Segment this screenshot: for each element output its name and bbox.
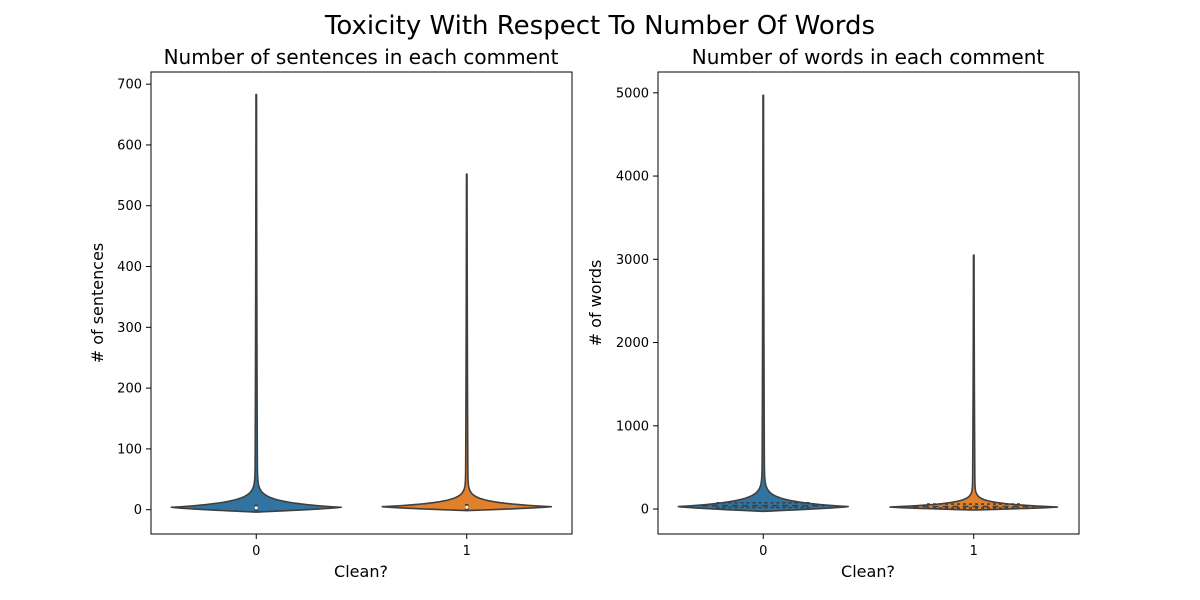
y-tick-label: 100	[117, 442, 142, 457]
x-tick-label: 1	[463, 544, 471, 559]
figure-title: Toxicity With Respect To Number Of Words	[324, 11, 875, 41]
y-tick-label: 0	[641, 503, 649, 518]
y-tick-label: 300	[117, 321, 142, 336]
violin-words-clean-0	[677, 94, 849, 513]
panel-title-sentences: Number of sentences in each comment	[164, 45, 559, 69]
violin-median-sentences-clean-0	[254, 506, 258, 510]
violin-sentences-clean-0	[170, 93, 343, 513]
y-tick-label: 700	[117, 78, 142, 93]
panel-sentences: Number of sentences in each comment Clea…	[88, 45, 573, 581]
violin-sentences-clean-1	[381, 173, 553, 512]
y-tick-label: 1000	[616, 419, 649, 434]
axes-frame-words	[657, 71, 1080, 535]
y-tick-label: 3000	[616, 253, 649, 268]
y-tick-label: 600	[117, 138, 142, 153]
y-tick-label: 4000	[616, 170, 649, 185]
y-tick-label: 5000	[616, 86, 649, 101]
x-axis-label-sentences: Clean?	[334, 562, 388, 581]
plot-area-sentences: 0 100 200 300 400 500 600 700 0 1	[117, 71, 573, 559]
y-axis-label-words: # of words	[586, 260, 605, 347]
violin-words-clean-1	[889, 254, 1059, 511]
plot-area-words: 0 1000 2000 3000 4000 5000 0 1	[616, 71, 1080, 559]
x-axis-label-words: Clean?	[841, 562, 895, 581]
y-axis-label-sentences: # of sentences	[88, 243, 107, 364]
axes-frame-sentences	[150, 71, 573, 535]
y-tick-label: 0	[134, 503, 142, 518]
panel-words: Number of words in each comment Clean? #…	[586, 45, 1080, 581]
y-tick-label: 500	[117, 199, 142, 214]
x-tick-label: 0	[252, 544, 260, 559]
y-tick-label: 200	[117, 382, 142, 397]
y-tick-label: 400	[117, 260, 142, 275]
x-tick-label: 1	[970, 544, 978, 559]
panel-title-words: Number of words in each comment	[692, 45, 1045, 69]
x-tick-label: 0	[759, 544, 767, 559]
y-tick-label: 2000	[616, 336, 649, 351]
violin-median-sentences-clean-1	[465, 505, 469, 509]
